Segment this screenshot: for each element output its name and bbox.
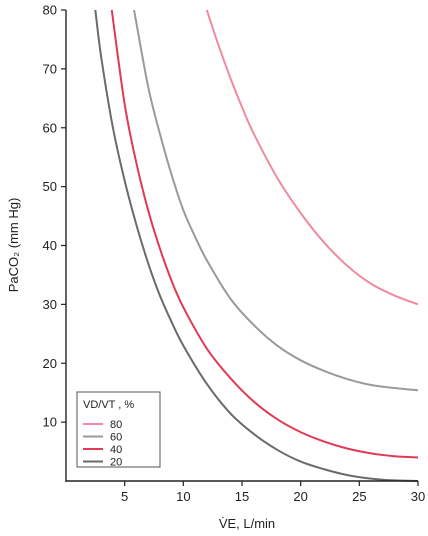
legend-box [76, 391, 161, 468]
x-tick-label: 5 [121, 489, 128, 504]
x-tick-label: 15 [235, 489, 249, 504]
series-layer [94, 9, 419, 482]
y-axis-title: PaCO₂ (mm Hg) [6, 198, 21, 293]
x-axis-title: V̇E, L/min [219, 516, 275, 531]
legend-label-80: 80 [110, 419, 122, 431]
x-tick-label: 30 [411, 489, 425, 504]
y-ticks: 10 20 30 40 50 60 70 80 [43, 3, 66, 430]
y-tick-label: 50 [43, 179, 57, 194]
y-tick-label: 60 [43, 120, 57, 135]
y-tick-label: 70 [43, 61, 57, 76]
y-tick-label: 20 [43, 356, 57, 371]
series-line-80 [205, 9, 419, 306]
x-tick-label: 20 [293, 489, 307, 504]
x-ticks: 5 10 15 20 25 30 [121, 481, 425, 504]
y-tick-label: 10 [43, 415, 57, 430]
series-line-60 [133, 9, 419, 392]
x-tick-label: 10 [176, 489, 190, 504]
x-tick-label: 25 [352, 489, 366, 504]
series-line-20 [94, 9, 419, 482]
y-tick-label: 40 [43, 238, 57, 253]
legend-label-60: 60 [110, 432, 122, 444]
legend-label-40: 40 [110, 444, 122, 456]
legend-title: VD/VT , % [83, 399, 134, 411]
y-tick-label: 30 [43, 297, 57, 312]
series-line-40 [110, 9, 419, 459]
y-tick-label: 80 [43, 3, 57, 18]
legend-label-20: 20 [110, 457, 122, 469]
